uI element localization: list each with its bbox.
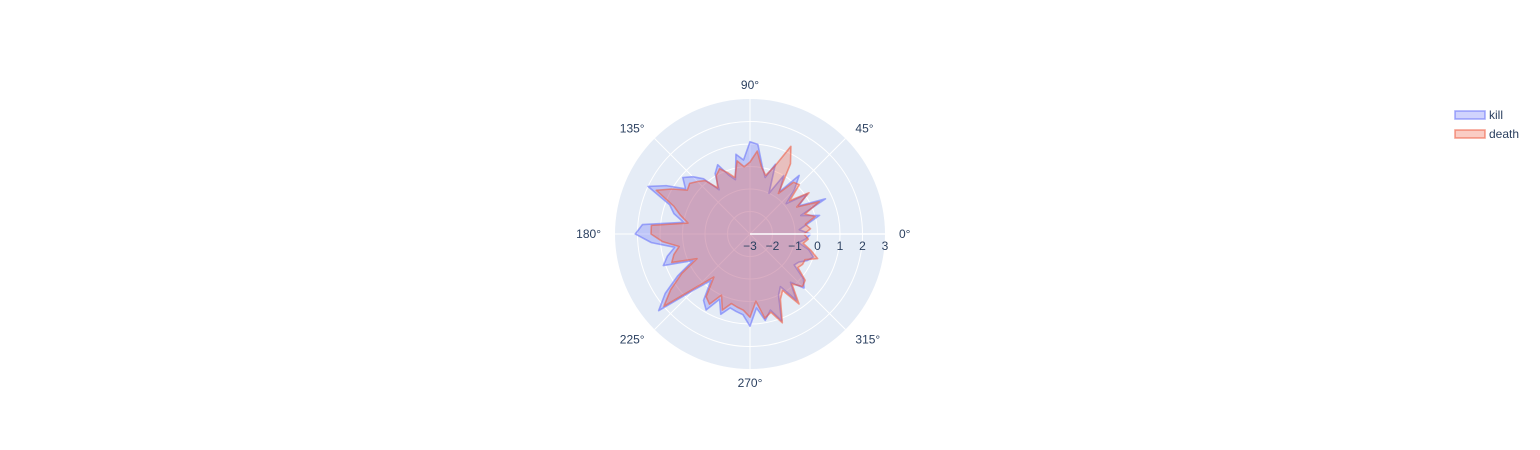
legend-swatch-death	[1454, 129, 1486, 139]
angular-axis: 0° 45° 90° 135° 180° 225° 270° 315°	[576, 78, 911, 390]
angular-tick-label-6: 270°	[738, 376, 763, 390]
series-death-area	[650, 145, 821, 324]
legend-item-death[interactable]: death	[1454, 127, 1519, 141]
radial-tick-label-2: −1	[788, 239, 802, 253]
angular-tick-label-1: 45°	[855, 122, 873, 136]
angular-tick-label-2: 90°	[741, 78, 759, 92]
radial-tick-label-0: −3	[743, 239, 757, 253]
angular-tick-label-4: 180°	[576, 227, 601, 241]
angular-tick-label-0: 0°	[899, 227, 911, 241]
radial-axis: −3 −2 −1 0 1 2 3	[743, 233, 889, 253]
radial-tick-label-6: 3	[882, 239, 889, 253]
radial-tick-label-5: 2	[859, 239, 866, 253]
angular-gridline-5	[654, 233, 751, 330]
angular-gridline-7	[749, 233, 846, 330]
radial-tick-label-3: 0	[814, 239, 821, 253]
legend-label-death: death	[1489, 127, 1519, 141]
polar-grid	[615, 99, 885, 369]
angular-tick-label-5: 225°	[620, 332, 645, 346]
legend: kill death	[1454, 108, 1519, 141]
radial-tick-label-1: −2	[766, 239, 780, 253]
angular-tick-label-7: 315°	[855, 332, 880, 346]
legend-swatch-kill	[1454, 110, 1486, 120]
series-layer	[634, 140, 827, 328]
radial-tick-label-4: 1	[837, 239, 844, 253]
legend-label-kill: kill	[1489, 108, 1503, 122]
angular-gridline-3	[654, 138, 751, 235]
angular-tick-label-3: 135°	[620, 122, 645, 136]
legend-item-kill[interactable]: kill	[1454, 108, 1503, 122]
series-kill-area	[634, 140, 827, 328]
